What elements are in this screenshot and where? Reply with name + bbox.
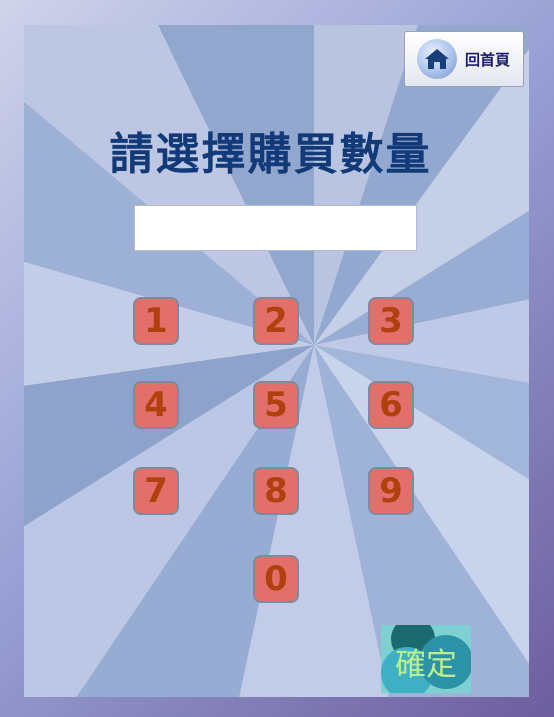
confirm-button-label: 確定	[395, 647, 457, 683]
key-8[interactable]: 8	[253, 467, 299, 515]
key-7[interactable]: 7	[133, 467, 179, 515]
home-icon	[417, 39, 457, 79]
quantity-input[interactable]	[134, 205, 417, 251]
key-4[interactable]: 4	[133, 381, 179, 429]
home-button[interactable]: 回首頁	[404, 31, 524, 87]
key-0[interactable]: 0	[253, 555, 299, 603]
key-5[interactable]: 5	[253, 381, 299, 429]
key-9[interactable]: 9	[368, 467, 414, 515]
key-2[interactable]: 2	[253, 297, 299, 345]
page-title: 請選擇購買數量	[109, 129, 432, 180]
confirm-button[interactable]: 確定	[381, 625, 471, 693]
home-button-label: 回首頁	[465, 50, 511, 69]
key-3[interactable]: 3	[368, 297, 414, 345]
confirm-decor-circle	[419, 635, 471, 689]
key-6[interactable]: 6	[368, 381, 414, 429]
key-1[interactable]: 1	[133, 297, 179, 345]
